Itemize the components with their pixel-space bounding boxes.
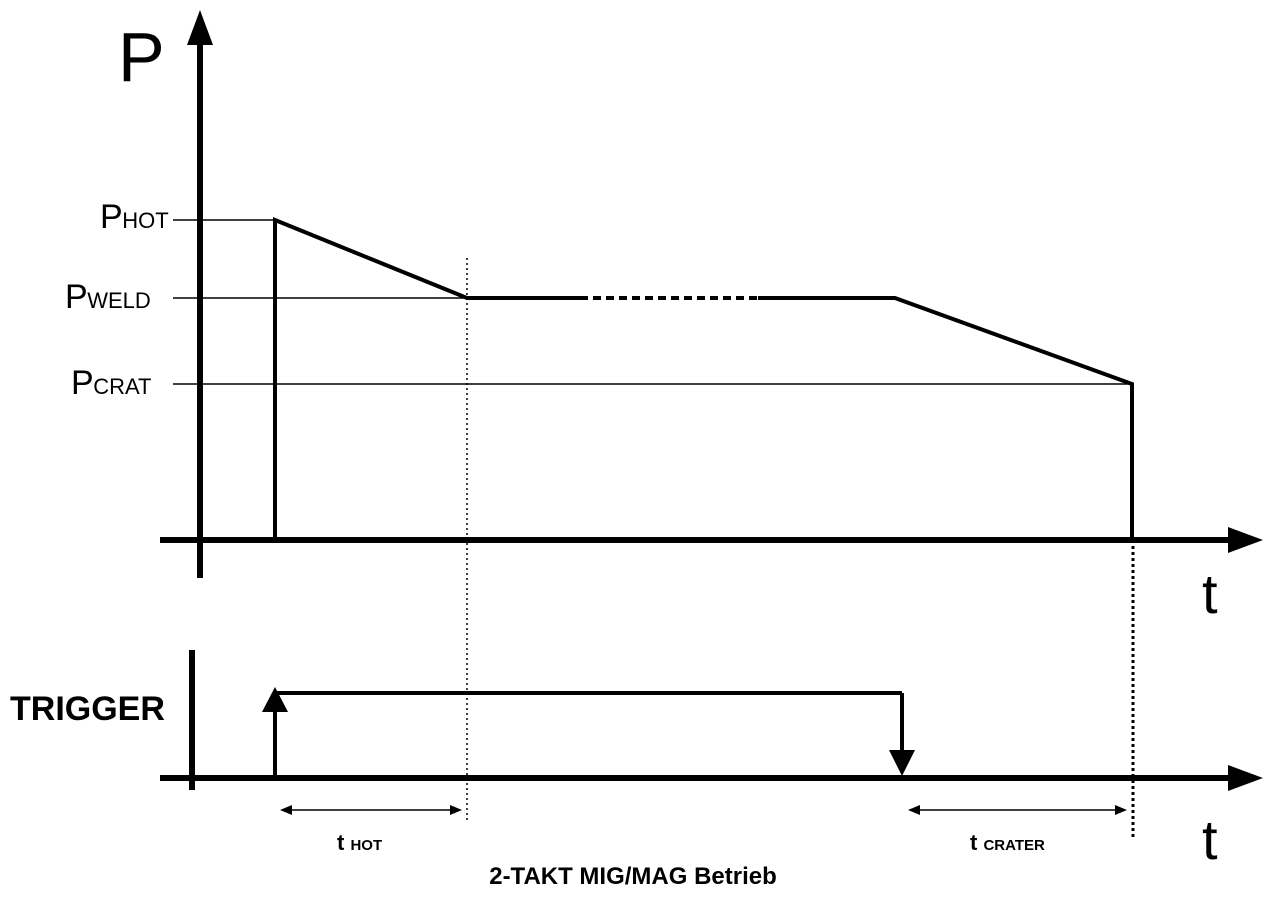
- p-weld-label-main: P: [65, 278, 88, 316]
- p-hot-label: PHOT: [100, 200, 169, 234]
- trigger-label: TRIGGER: [10, 690, 165, 728]
- p-weld-label: PWELD: [65, 280, 151, 314]
- p-crat-label-sub: CRAT: [93, 374, 152, 399]
- time-axis-upper: [160, 527, 1263, 553]
- t-crater-label: t CRATER: [970, 832, 1045, 854]
- p-crat-label-main: P: [71, 364, 94, 402]
- trigger-press-arrow: [262, 687, 288, 712]
- power-axis-arrowhead: [187, 10, 213, 45]
- power-curve: [273, 217, 1134, 540]
- t-crater-label-sub: CRATER: [983, 837, 1045, 854]
- time-axis-lower-arrowhead: [1228, 765, 1263, 791]
- time-axis-lower-label: t: [1202, 808, 1218, 871]
- p-crat-label: PCRAT: [71, 366, 151, 400]
- p-weld-label-sub: WELD: [87, 288, 151, 313]
- p-hot-label-sub: HOT: [122, 208, 169, 233]
- trigger-release-arrow: [889, 750, 915, 776]
- time-axis-upper-arrowhead: [1228, 527, 1263, 553]
- p-hot-label-main: P: [100, 198, 123, 236]
- t-hot-label-main: t: [337, 830, 345, 855]
- t-hot-label: t HOT: [337, 832, 382, 854]
- time-axis-upper-label: t: [1202, 562, 1218, 625]
- time-axis-lower: [160, 765, 1263, 791]
- t-crater-label-main: t: [970, 830, 978, 855]
- t-hot-arrow: [280, 805, 462, 815]
- t-crater-arrow: [908, 805, 1127, 815]
- t-hot-label-sub: HOT: [350, 837, 383, 854]
- power-axis-label: P: [118, 18, 165, 96]
- trigger-signal: [262, 687, 915, 778]
- power-axis: [187, 10, 213, 578]
- diagram-title: 2-TAKT MIG/MAG Betrieb: [489, 863, 777, 890]
